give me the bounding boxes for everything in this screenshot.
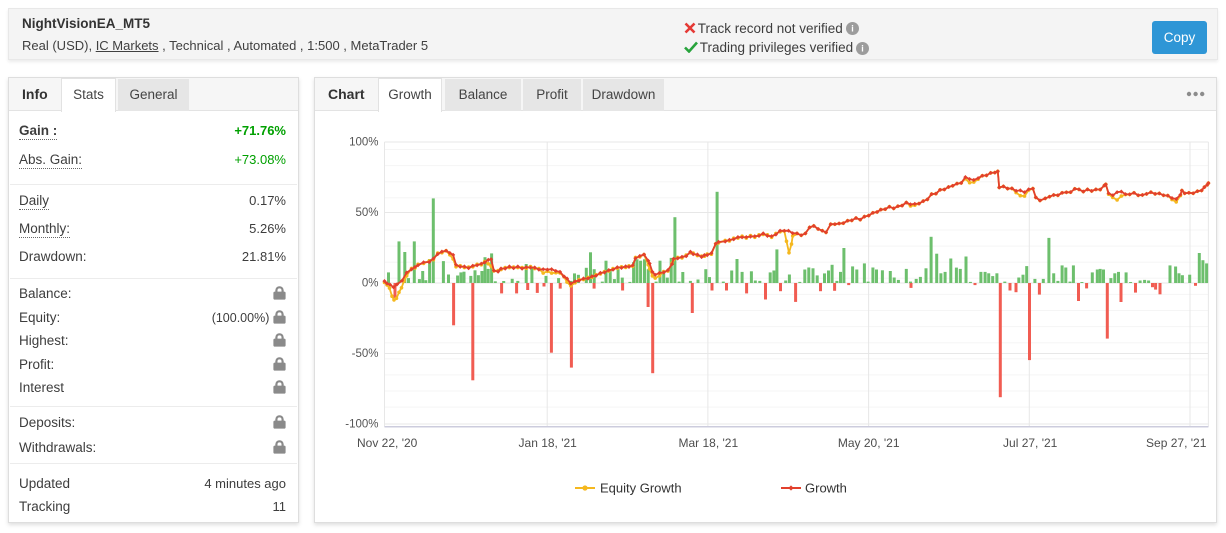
svg-text:Growth: Growth — [805, 480, 847, 495]
svg-text:Nov 22, '20: Nov 22, '20 — [357, 436, 418, 450]
svg-text:0%: 0% — [362, 278, 379, 290]
svg-text:May 20, '21: May 20, '21 — [838, 436, 900, 450]
svg-text:Jan 18, '21: Jan 18, '21 — [519, 436, 578, 450]
svg-text:Mar 18, '21: Mar 18, '21 — [678, 436, 738, 450]
svg-text:-50%: -50% — [352, 348, 379, 360]
svg-text:Sep 27, '21: Sep 27, '21 — [1146, 436, 1207, 450]
svg-text:i: i — [851, 24, 854, 34]
svg-text:50%: 50% — [355, 207, 378, 219]
svg-text:Equity Growth: Equity Growth — [600, 480, 682, 495]
svg-text:Jul 27, '21: Jul 27, '21 — [1003, 436, 1058, 450]
svg-text:i: i — [861, 43, 864, 53]
svg-text:100%: 100% — [349, 137, 378, 149]
svg-text:-100%: -100% — [345, 419, 378, 431]
